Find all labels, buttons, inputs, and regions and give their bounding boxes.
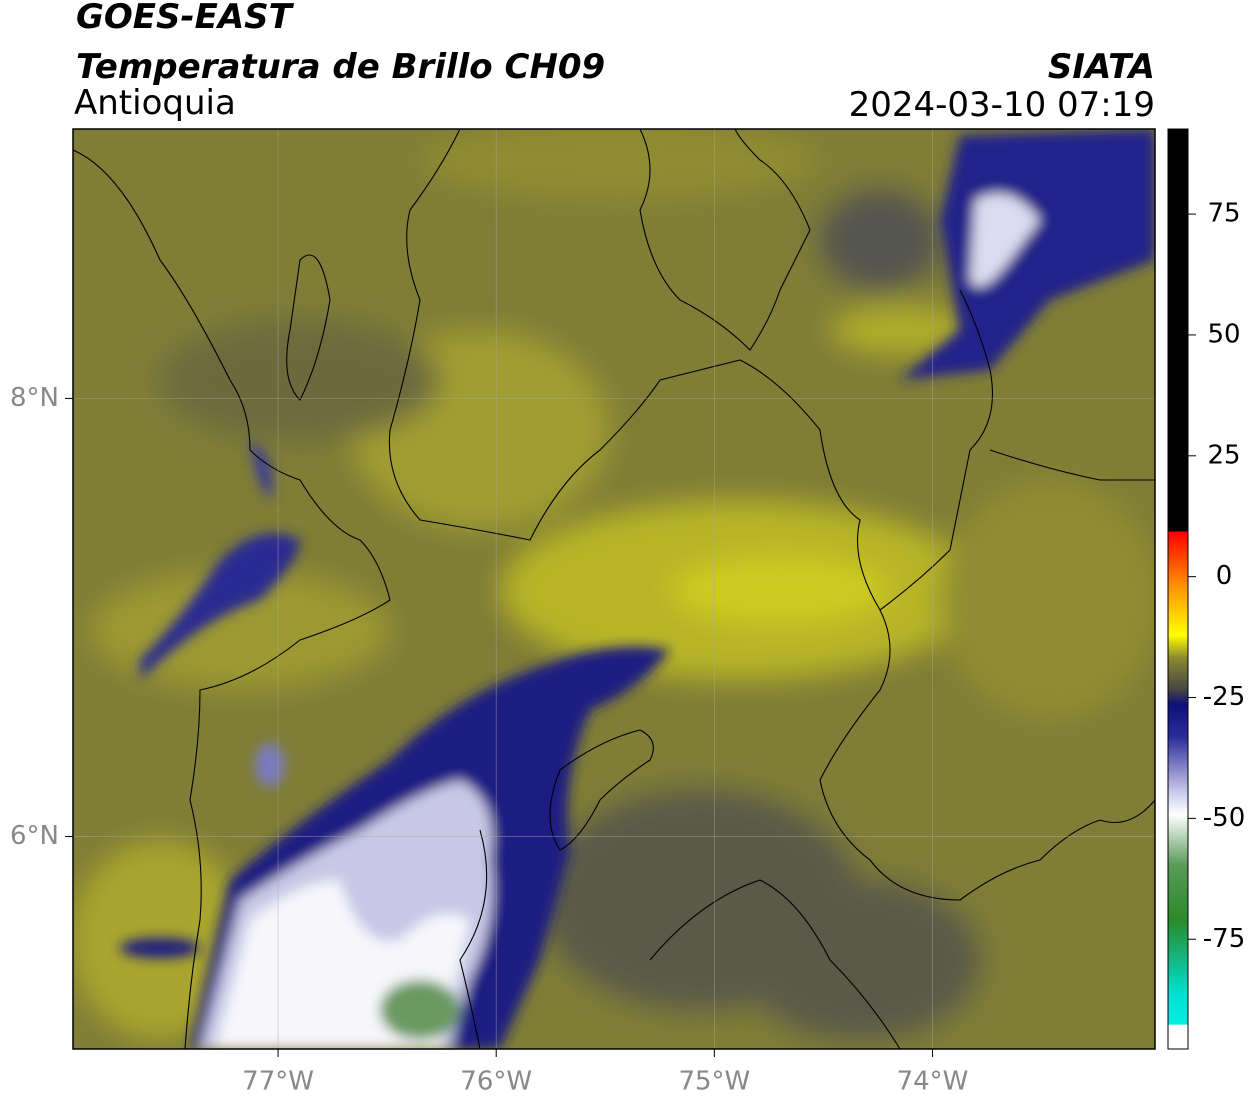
colorbar-tick-label: -50 (1203, 803, 1245, 833)
colorbar-tick-label: -75 (1203, 924, 1245, 954)
y-tick-label: 8°N (10, 383, 59, 413)
source: SIATA (1048, 47, 1155, 87)
title: GOES-EAST (76, 0, 295, 37)
colorbar-tick-label: 25 (1207, 440, 1240, 470)
colorbar-tick-label: 75 (1207, 199, 1240, 229)
ticks: 77°W 76°W 75°W 74°W 8°N 6°N 75 50 25 0 -25 -50 -75 (10, 199, 1245, 1097)
region: Antioquia (74, 83, 236, 123)
colorbar (1167, 128, 1189, 1050)
subtitle: Temperatura de Brillo CH09 (76, 47, 605, 87)
x-tick-label: 75°W (678, 1067, 750, 1097)
datetime: 2024-03-10 07:19 (849, 85, 1155, 125)
x-tick-label: 77°W (242, 1067, 314, 1097)
map-frame (72, 128, 1156, 1050)
borders (73, 129, 1155, 1049)
graticule (73, 129, 1155, 1049)
y-tick-label: 6°N (10, 821, 59, 851)
colorbar-tick-label: 50 (1207, 319, 1240, 349)
colorbar-tick-label: 0 (1216, 561, 1233, 591)
map-image (73, 129, 1155, 1049)
x-tick-label: 74°W (897, 1067, 969, 1097)
colorbar-tick-label: -25 (1203, 682, 1245, 712)
x-tick-label: 76°W (460, 1067, 532, 1097)
